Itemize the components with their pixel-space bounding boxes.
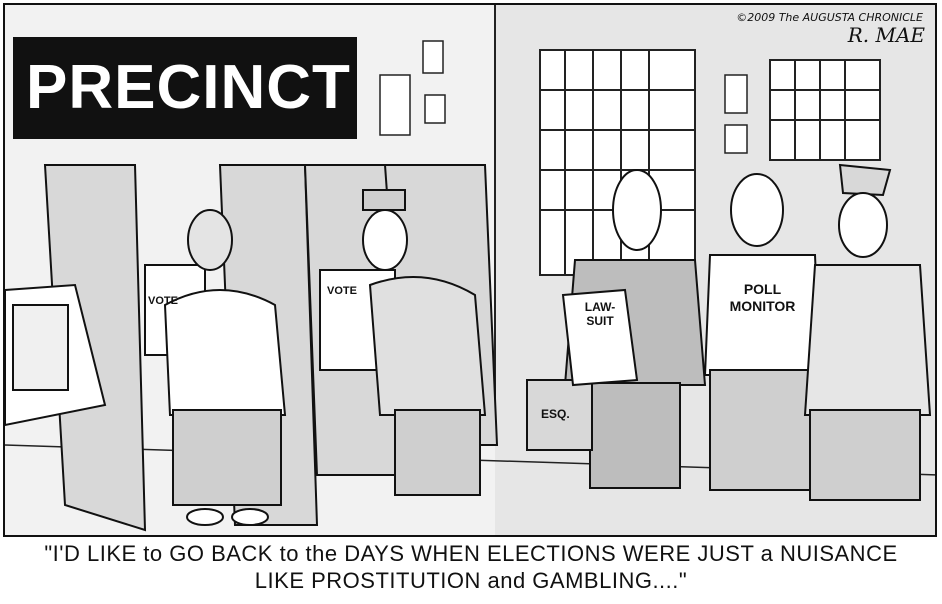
window-right bbox=[769, 59, 881, 161]
lawyer-figure bbox=[526, 169, 707, 489]
shirt-line-2: MONITOR bbox=[729, 298, 796, 314]
booth-vote-label-left: VOTE bbox=[148, 295, 178, 307]
caption-line-1: "I'D LIKE to GO BACK to the DAYS WHEN EL… bbox=[44, 541, 898, 566]
side-table bbox=[5, 283, 107, 427]
wall-switches bbox=[379, 40, 748, 154]
lawsuit-document bbox=[561, 288, 639, 387]
police-officer-figure bbox=[803, 163, 932, 501]
copyright-credit: ©2009 The AUGUSTA CHRONICLE bbox=[736, 11, 923, 24]
poll-monitor-shirt-label: POLL MONITOR bbox=[710, 281, 815, 315]
lawsuit-line-2: SUIT bbox=[586, 314, 614, 328]
booth-vote-label-right: VOTE bbox=[327, 285, 357, 297]
precinct-sign-text: PRECINCT bbox=[26, 53, 351, 122]
lawsuit-line-1: LAW- bbox=[584, 300, 616, 314]
caption-line-2: LIKE PROSTITUTION and GAMBLING...." bbox=[254, 568, 688, 593]
lawsuit-document-label: LAW- SUIT bbox=[575, 300, 625, 328]
precinct-sign: PRECINCT bbox=[13, 37, 357, 139]
cartoon-panel: PRECINCT ©2009 The AUGUSTA CHRONICLE R. … bbox=[3, 3, 937, 537]
cartoon-illustration bbox=[5, 5, 935, 535]
briefcase bbox=[526, 379, 593, 451]
man-voter bbox=[362, 189, 487, 496]
briefcase-label: ESQ. bbox=[541, 407, 570, 421]
woman-voter bbox=[163, 209, 287, 526]
cartoon-caption: "I'D LIKE to GO BACK to the DAYS WHEN EL… bbox=[0, 540, 942, 602]
shirt-line-1: POLL bbox=[743, 281, 782, 297]
window-left bbox=[539, 49, 696, 276]
artist-signature: R. MAE bbox=[847, 23, 925, 47]
